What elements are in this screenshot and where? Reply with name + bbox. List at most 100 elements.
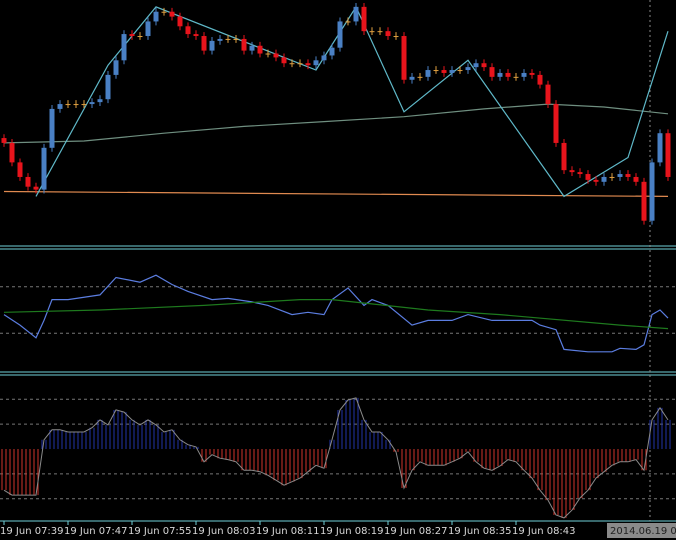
candle-body [17,162,23,177]
oscillator-line [3,274,669,353]
time-label: 19 Jun 08:43 [512,526,576,537]
candle-body [401,36,407,80]
candle-body [497,72,503,77]
candle-body [105,74,111,100]
candle-body [25,176,31,187]
candle-body [289,63,295,65]
candle-body [641,181,647,221]
candle-body [657,133,663,163]
crosshair-label-bg [607,523,676,538]
candle-body [601,176,607,182]
candle-body [225,38,231,40]
candle-body [385,31,391,37]
candle-body [345,21,351,23]
candle-body [41,147,47,190]
candle-body [249,45,255,51]
candle-body [353,6,359,22]
overlay-line [3,103,669,144]
oscillator-line [3,299,669,330]
candle-body [521,72,527,77]
candle-body [529,72,535,75]
candle-body [169,11,175,17]
candle-body [241,38,247,51]
candle-body [265,53,271,55]
candle-body [153,11,159,22]
time-label: 19 Jun 07:39 [0,526,64,537]
candle-body [81,104,87,106]
candle-body [257,45,263,54]
candle-body [113,60,119,75]
candle-body [441,70,447,73]
candle-body [329,47,335,56]
candle-body [217,38,223,41]
candle-body [97,99,103,103]
candle-body [337,21,343,48]
candle-body [465,67,471,71]
time-label: 19 Jun 08:35 [448,526,512,537]
candle-body [233,38,239,40]
candle-body [649,162,655,221]
candle-body [433,70,439,72]
candle-body [33,186,39,190]
candle-body [65,104,71,106]
candle-body [577,172,583,175]
candle-body [377,31,383,33]
candle-body [89,102,95,105]
candle-body [9,142,15,163]
candle-body [73,104,79,106]
candle-body [393,36,399,38]
candle-body [449,70,455,73]
crosshair-label: 2014.06.19 09: [610,526,676,537]
candle-body [417,76,423,78]
candle-body [145,21,151,37]
candle-body [457,70,463,72]
candle-body [297,63,303,65]
time-label: 19 Jun 08:03 [192,526,256,537]
candle-body [137,36,143,38]
time-label: 19 Jun 08:27 [384,526,448,537]
candle-body [505,72,511,77]
candle-body [489,67,495,77]
candle-body [593,179,599,182]
time-label: 19 Jun 08:19 [320,526,384,537]
candle-body [201,36,207,51]
candle-body [609,176,615,178]
candle-body [585,174,591,180]
candle-body [513,76,519,78]
candle-body [121,34,127,61]
candle-body [481,63,487,68]
candle-body [313,60,319,66]
candle-body [561,142,567,171]
candle-body [473,63,479,68]
candle-body [425,70,431,77]
candle-body [617,174,623,177]
candle-body [369,31,375,33]
time-label: 19 Jun 07:47 [64,526,128,537]
candle-body [185,26,191,35]
candle-body [625,174,631,177]
candle-body [129,34,135,37]
candle-body [273,53,279,58]
candle-body [57,104,63,109]
candle-body [321,55,327,61]
candle-body [305,63,311,66]
candle-body [361,6,367,32]
candle-body [665,133,671,177]
candle-body [49,108,55,148]
candle-body [281,57,287,64]
candle-body [553,104,559,143]
candle-body [569,170,575,173]
candle-body [177,16,183,27]
candle-body [1,138,7,143]
candle-body [633,176,639,182]
candle-body [161,11,167,13]
candle-body [193,34,199,37]
candle-body [409,76,415,80]
candle-body [209,40,215,51]
time-label: 19 Jun 07:55 [128,526,192,537]
time-label: 19 Jun 08:11 [256,526,320,537]
candle-body [545,84,551,105]
histogram-outline [3,397,669,519]
